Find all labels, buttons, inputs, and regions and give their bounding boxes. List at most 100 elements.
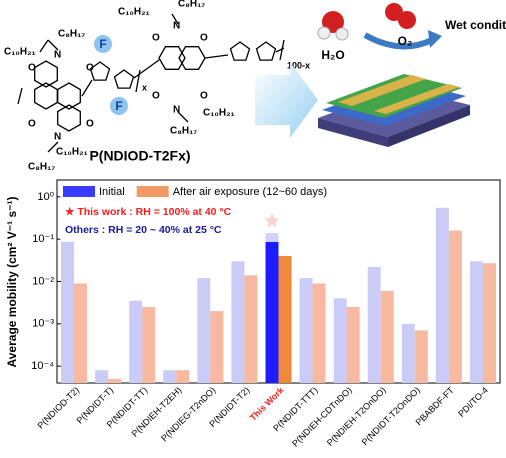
f-atom-bg [94,35,112,53]
ring [57,104,81,132]
bond [81,79,93,97]
bar [61,241,75,383]
condition-label: Wet condition [445,18,506,32]
bar [380,290,394,383]
x-tick-label: P(NDIOD-T2) [36,385,82,431]
chain-label: C₁₀H₂₁ [4,47,36,58]
bar [197,278,211,383]
chain-label: C₁₀H₂₁ [56,147,88,158]
curved-arrow [363,32,434,50]
bar [469,261,483,383]
chart: 10⁻⁴10⁻³10⁻²10⁻¹10⁰P(NDIOD-T2)P(NDIDT-T)… [31,182,496,449]
oxygen-atom [398,11,416,29]
bar [346,306,360,383]
semiconductor [326,74,462,118]
oxygen-atom [385,3,403,21]
bar [448,230,462,383]
bond [171,13,179,25]
atom: F [99,37,106,51]
y-tick-label: 10⁻¹ [32,233,54,245]
x-tick-label: P(NDIDT-T2OnDO) [360,385,422,447]
chain-label: C₁₀H₂₁ [118,7,150,18]
subscript: 100-x [287,60,310,70]
ring [57,82,81,110]
atom: N [54,132,61,143]
y-axis-label: Average mobility (cm² V⁻¹ s⁻¹) [5,197,19,368]
y-tick-label: 10⁻⁴ [31,360,54,372]
bar [299,278,313,383]
chain-label: C₁₀H₂₁ [203,108,235,119]
bond [47,141,59,153]
y-tick-label: 10⁰ [37,191,54,203]
legend-box [60,182,300,242]
bar [244,275,258,383]
atom: O [152,91,160,102]
bar [129,300,143,383]
ring [34,60,58,88]
chain-label: C₈H₁₇ [58,29,85,40]
atom: O [200,33,208,44]
structure [17,13,285,153]
legend-swatch [136,186,169,197]
substrate-side [388,105,470,147]
atom: O [28,119,36,130]
x-tick-label: P(NDIEH-T2OnDO) [325,385,388,448]
bar [231,261,245,383]
atom: F [115,99,122,113]
bond [204,54,229,59]
f-atom-bg [110,97,128,115]
annotation: Others : RH = 20 ~ 40% at 25 °C [65,224,222,236]
ring [158,46,186,70]
bar [163,370,177,383]
atom: O [86,119,94,130]
subscript: x [142,82,147,92]
ring [229,41,251,61]
x-tick-label: P(NDIEH-CDTnDO) [290,385,354,449]
bar [435,207,449,383]
bar [414,330,428,383]
ring [178,46,206,70]
legend-label: Initial [99,186,125,198]
y-tick-label: 10⁻² [32,275,54,287]
bar [176,370,190,383]
bond [39,39,49,53]
atom: N [173,21,180,32]
water-o [322,11,344,33]
bond [135,69,141,93]
atom: O [86,63,94,74]
arrow [255,62,318,138]
atom: O [28,63,36,74]
arrow-head [428,30,442,48]
polymer-name: P(NDIOD-T2Fx) [89,148,190,164]
electrode [338,75,426,106]
bar [482,263,496,383]
bar [108,378,122,383]
bar [367,267,381,383]
bond [133,59,160,79]
bar [142,306,156,383]
ring [255,41,277,61]
water-label: H₂O [321,48,344,62]
atom: O [200,91,208,102]
bar [210,311,224,383]
bond [177,111,189,123]
bar [265,232,279,383]
substrate-side [318,118,388,147]
atom: N [54,50,61,61]
oxygen-label: O₂ [398,34,413,48]
water-h [335,27,349,41]
chain-label: C₈H₁₇ [28,162,55,173]
legend-label: After air exposure (12~60 days) [173,186,327,198]
atom: O [152,33,160,44]
ring [89,61,111,81]
electrode [374,84,460,114]
ring [113,69,135,89]
bar [333,298,347,383]
bar [95,370,109,383]
atom: N [173,105,180,116]
bond [47,39,59,51]
bar [278,256,292,383]
x-tick-label: PDI/TO-4 [456,385,490,419]
